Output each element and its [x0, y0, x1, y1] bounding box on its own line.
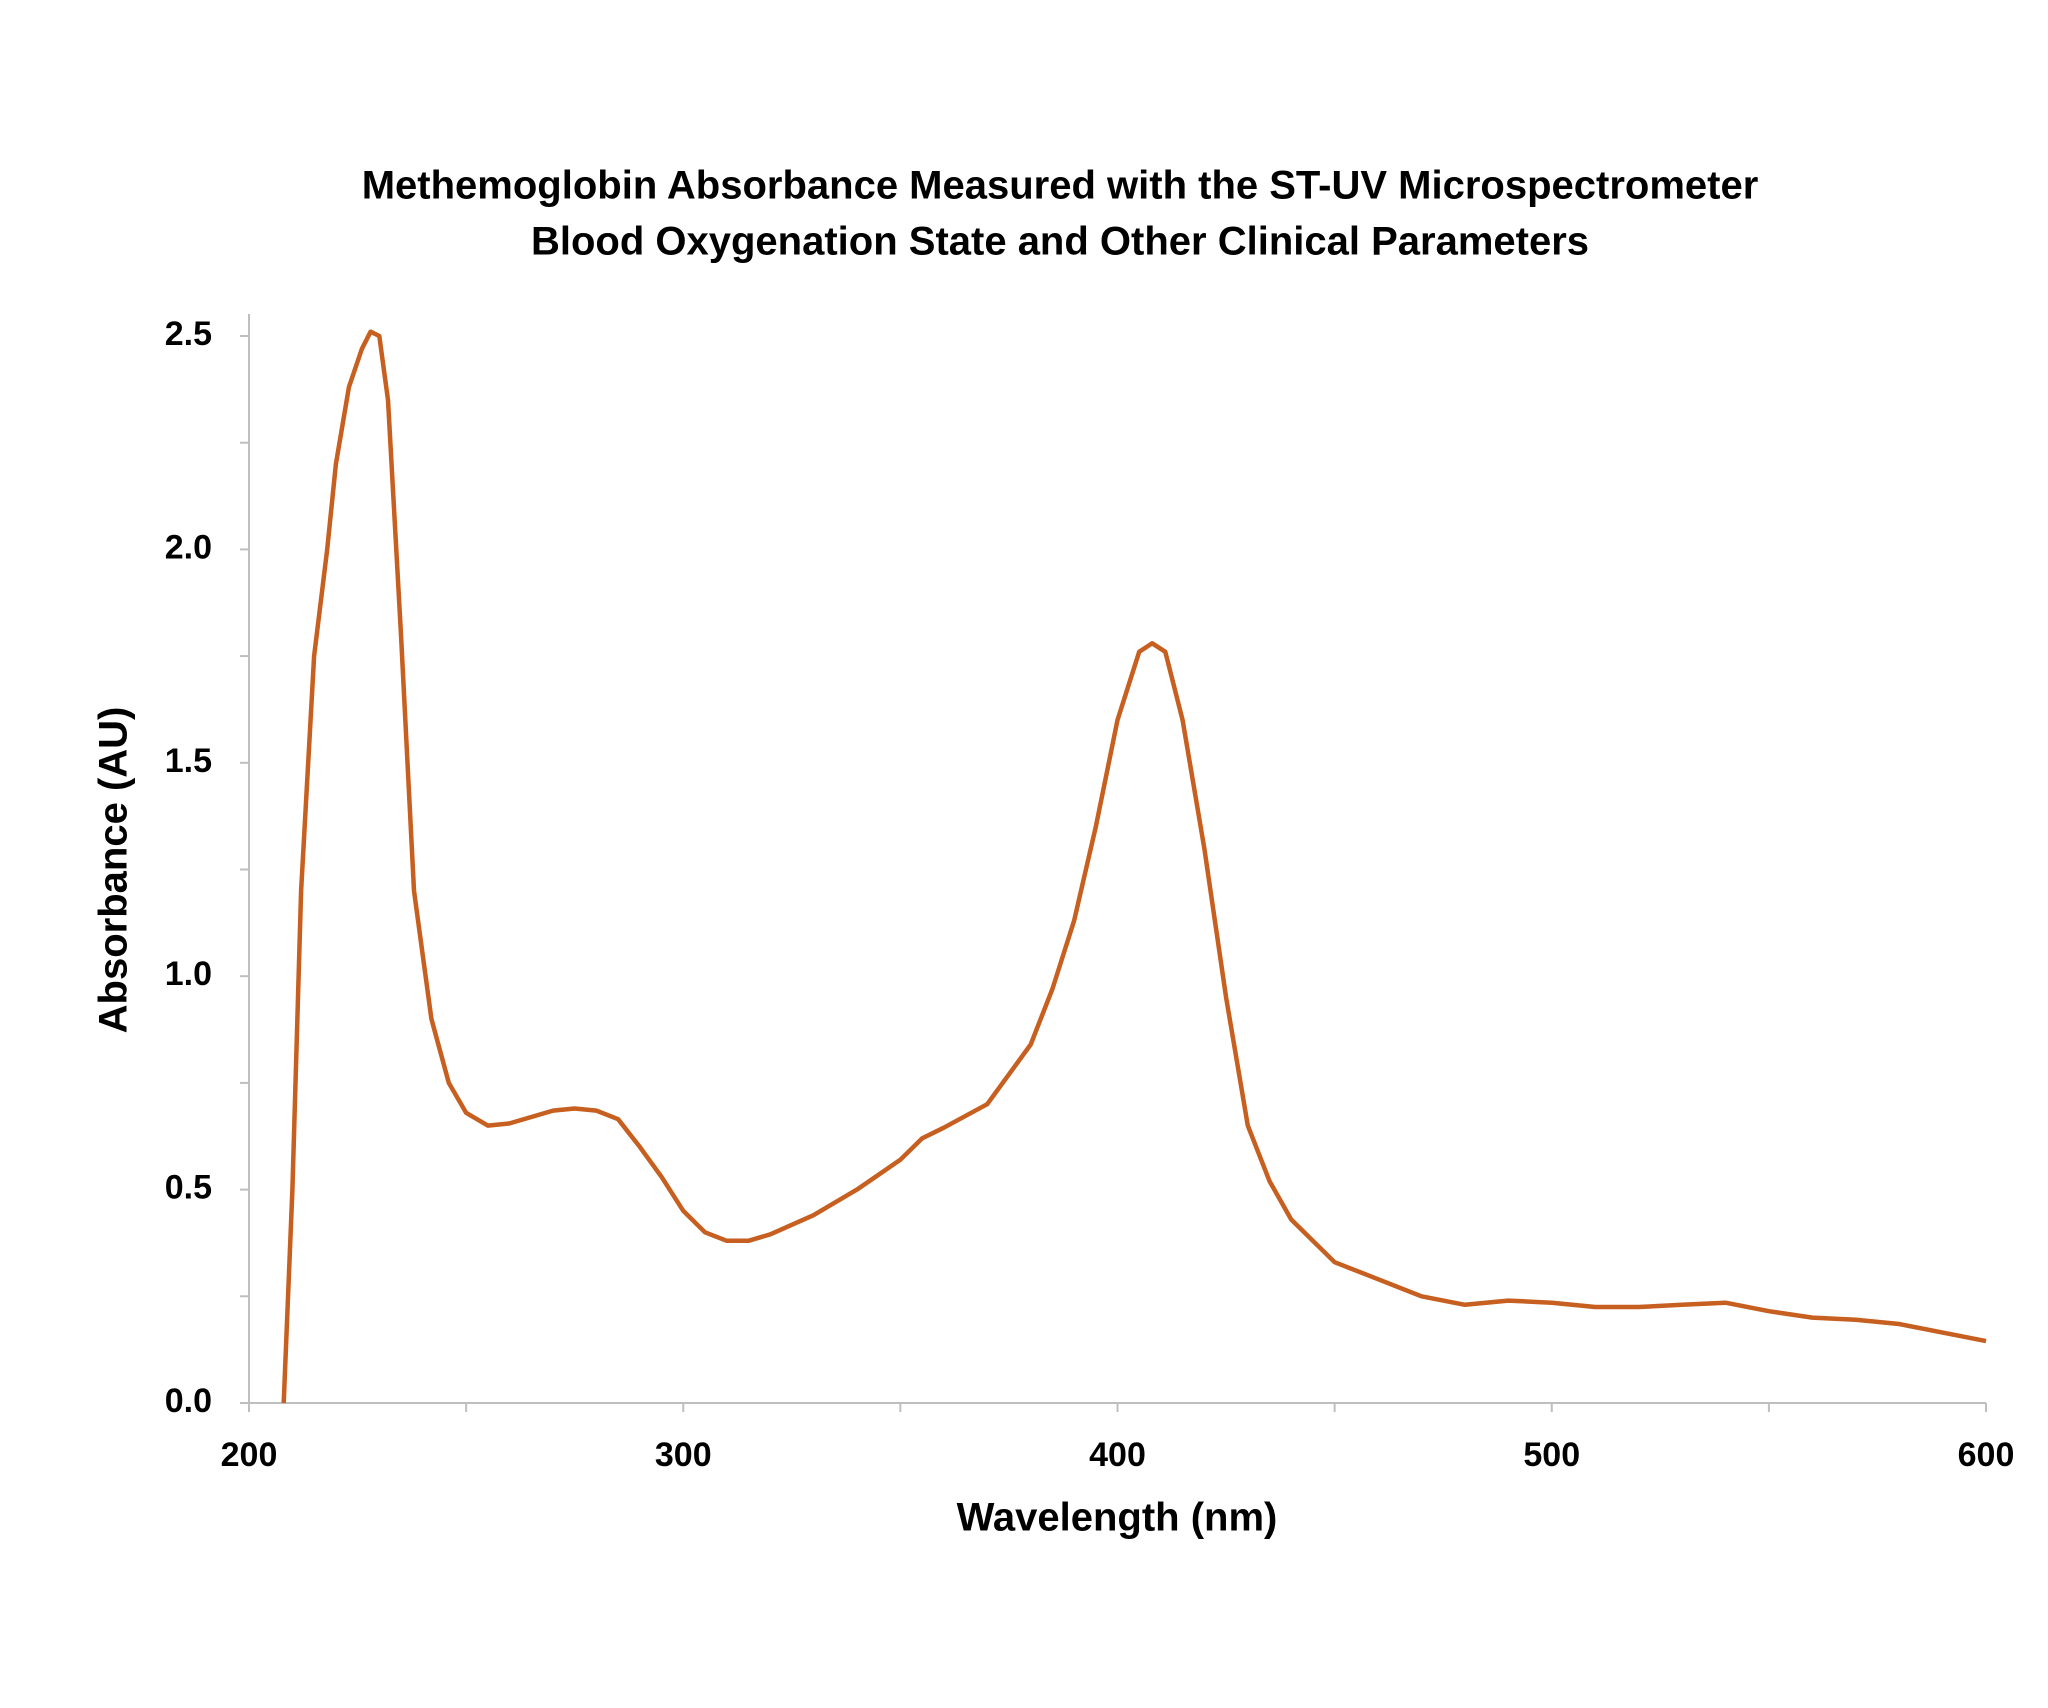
y-axis-label: Absorbance (AU) [92, 707, 136, 1034]
y-tick-label: 1.0 [165, 955, 212, 993]
y-tick-label: 1.5 [165, 742, 212, 780]
y-tick-label: 2.5 [165, 315, 212, 353]
data-line [281, 329, 1987, 1404]
x-tick-label: 500 [1523, 1436, 1580, 1474]
x-axis-label: Wavelength (nm) [957, 1496, 1278, 1540]
y-tick-label: 2.0 [165, 528, 212, 566]
chart-subtitle: Blood Oxygenation State and Other Clinic… [531, 220, 1589, 264]
y-tick-label: 0.0 [165, 1382, 212, 1420]
x-tick-label: 200 [221, 1436, 278, 1474]
y-tick-label: 0.5 [165, 1169, 212, 1207]
x-tick-label: 600 [1958, 1436, 2015, 1474]
chart-title: Methemoglobin Absorbance Measured with t… [362, 164, 1759, 208]
x-tick-label: 300 [655, 1436, 712, 1474]
x-tick-label: 400 [1089, 1436, 1146, 1474]
